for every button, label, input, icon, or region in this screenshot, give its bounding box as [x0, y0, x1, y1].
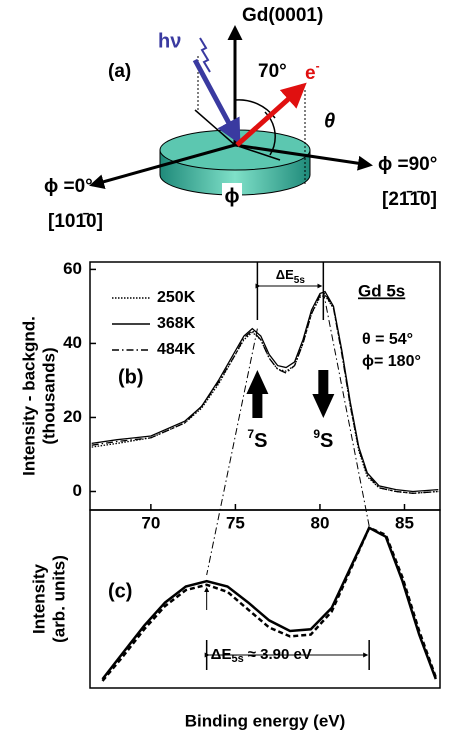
y-axis-label: Intensity	[29, 564, 48, 634]
delta-label: ΔE5s	[276, 267, 306, 285]
x-tick-label: 85	[395, 513, 414, 532]
phi-left: ϕ =0°	[44, 176, 93, 197]
photon-beam	[192, 58, 241, 145]
legend-label: 368K	[157, 315, 196, 332]
electron-beam	[235, 82, 307, 147]
y-axis-label: (thousands)	[39, 347, 58, 444]
delta-label: ΔE5s ≈ 3.90 eV	[211, 646, 312, 665]
x-axis-label: Binding energy (eV)	[185, 711, 346, 730]
y-tick-label: 0	[73, 481, 82, 500]
theta-label: θ	[324, 110, 335, 132]
y-axis-label: (arb. units)	[49, 555, 68, 643]
phi-label: ϕ	[225, 185, 240, 207]
delta-label: ΔE	[211, 646, 232, 663]
y-tick-label: 60	[63, 259, 82, 278]
normal-label: Gd(0001)	[242, 5, 323, 26]
connector	[322, 291, 370, 527]
series-line	[91, 294, 439, 494]
diagram: (a) hν Gd(0001) 70° e- θ ϕ =90° [21̄1̄0]…	[44, 5, 437, 232]
annotation: θ = 54°	[362, 331, 413, 348]
legend-label: 250K	[157, 289, 196, 306]
plot-frame	[89, 509, 441, 689]
dir-left: [101̄0]	[48, 211, 103, 232]
y-tick-label: 40	[63, 333, 82, 352]
delta-sub: 5s	[294, 275, 306, 286]
series-line	[91, 292, 439, 494]
electron-label: e	[305, 63, 316, 84]
spin-label: 9S	[313, 427, 333, 452]
photon-label: hν	[158, 30, 181, 52]
spin-text: S	[254, 430, 267, 452]
spin-sup: 7	[247, 427, 254, 441]
delta-label: ΔE	[276, 267, 294, 282]
angle-label: 70°	[258, 61, 287, 82]
spin-arrow	[312, 370, 335, 418]
phi-right: ϕ =90°	[378, 154, 437, 175]
spin-text: S	[320, 430, 333, 452]
guide	[234, 144, 281, 161]
panel-label: (a)	[108, 61, 131, 82]
y-tick-label: 20	[63, 407, 82, 426]
x-tick-label: 70	[141, 513, 160, 532]
series-line	[101, 526, 437, 682]
delta-sub: 5s	[231, 653, 243, 665]
axis-left	[89, 143, 236, 189]
electron-charge: -	[316, 59, 320, 73]
connector	[206, 328, 258, 576]
spin-arrow	[246, 370, 269, 418]
annotation: ϕ= 180°	[362, 353, 421, 370]
x-tick-label: 75	[226, 513, 245, 532]
label-box	[222, 183, 242, 207]
panel-label: (b)	[118, 366, 144, 388]
panel-label: (c)	[108, 580, 132, 602]
electron-label: e-	[305, 59, 320, 84]
photon-wave	[199, 37, 211, 73]
y-axis-label: Intensity - backgnd.	[19, 316, 38, 476]
spin-sup: 9	[313, 427, 320, 441]
legend-label: 484K	[157, 341, 196, 358]
annotation: Gd 5s	[358, 281, 405, 300]
axis-right	[234, 143, 373, 171]
x-tick-label: 80	[310, 513, 329, 532]
spin-label: 7S	[247, 427, 267, 452]
dir-right: [21̄1̄0]	[382, 189, 437, 210]
delta-value: ≈ 3.90 eV	[248, 646, 312, 663]
